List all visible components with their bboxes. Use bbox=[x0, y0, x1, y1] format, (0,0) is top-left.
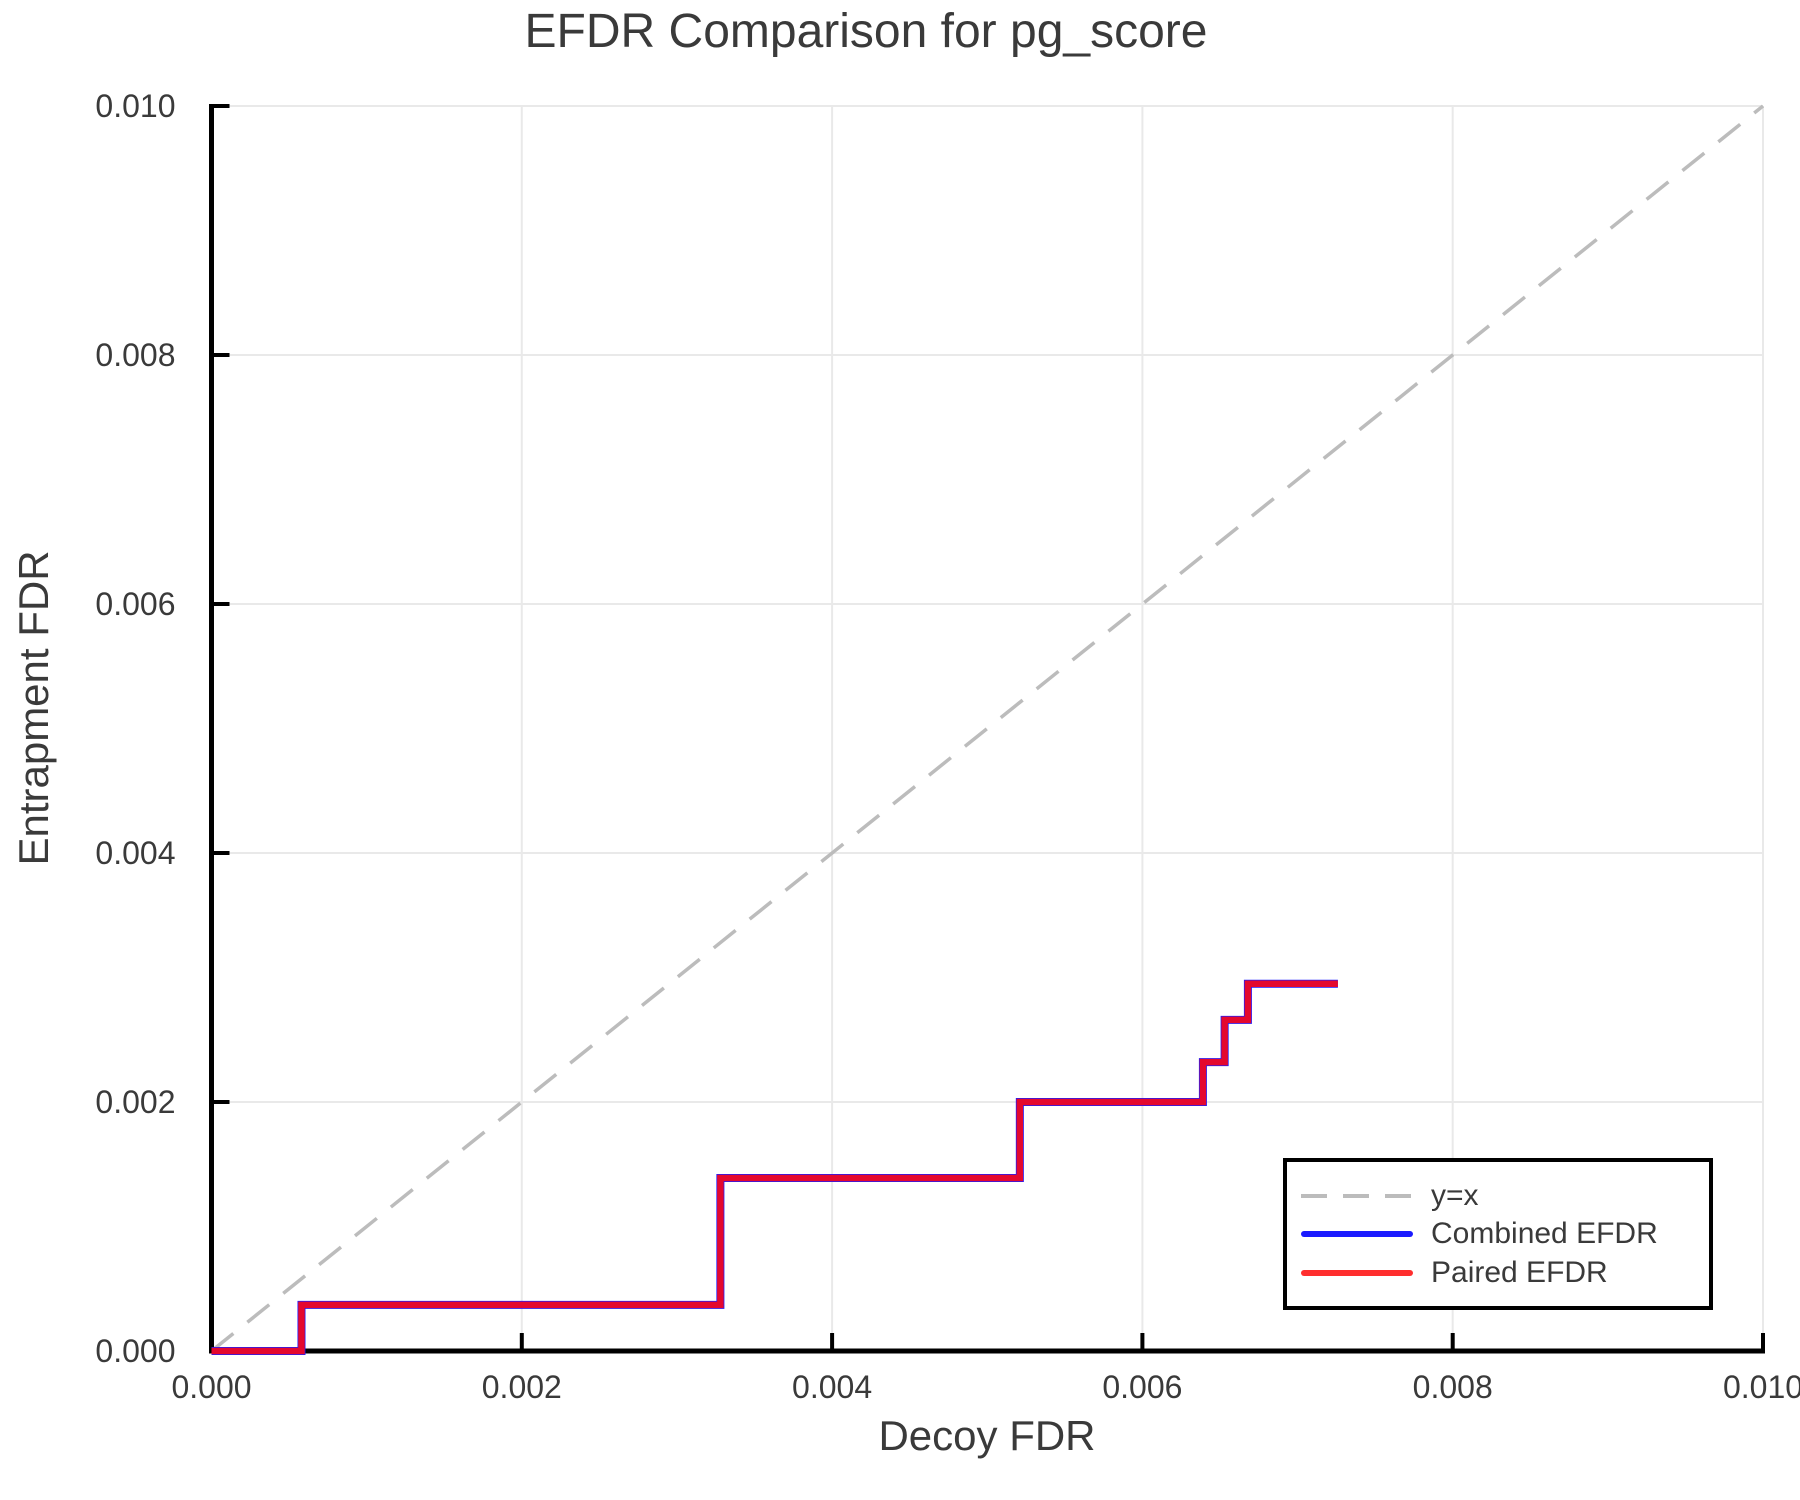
y-tick-label: 0.004 bbox=[95, 835, 175, 871]
legend-label-paired-efdr: Paired EFDR bbox=[1431, 1255, 1608, 1289]
y-tick-label: 0.002 bbox=[95, 1084, 175, 1120]
legend-label-y-equals-x: y=x bbox=[1431, 1178, 1479, 1212]
x-tick-label: 0.008 bbox=[1413, 1369, 1493, 1405]
y-tick-label: 0.000 bbox=[95, 1333, 175, 1369]
series-y-x bbox=[210, 104, 1765, 1353]
legend-solid-line-icon bbox=[1301, 1231, 1413, 1237]
legend-label-combined-efdr: Combined EFDR bbox=[1431, 1217, 1658, 1251]
y-tick-label: 0.008 bbox=[95, 337, 175, 373]
legend-item-y-equals-x: y=x bbox=[1301, 1180, 1695, 1212]
x-tick-label: 0.000 bbox=[171, 1369, 251, 1405]
y-tick-label: 0.006 bbox=[95, 586, 175, 622]
legend-item-combined-efdr: Combined EFDR bbox=[1301, 1218, 1695, 1250]
series-combined-efdr bbox=[211, 979, 1338, 1355]
legend-dashed-line-icon bbox=[1301, 1193, 1413, 1198]
y-tick-label: 0.010 bbox=[95, 88, 175, 124]
y-axis-label: Entrapment FDR bbox=[10, 550, 57, 866]
x-axis-label: Decoy FDR bbox=[878, 1412, 1096, 1459]
legend-item-paired-efdr: Paired EFDR bbox=[1301, 1257, 1695, 1289]
chart-title: EFDR Comparison for pg_score bbox=[524, 5, 1208, 58]
x-tick-label: 0.004 bbox=[792, 1369, 872, 1405]
x-tick-label: 0.002 bbox=[482, 1369, 562, 1405]
x-tick-label: 0.006 bbox=[1102, 1369, 1182, 1405]
series-paired-efdr bbox=[211, 980, 1338, 1355]
legend: y=x Combined EFDR Paired EFDR bbox=[1283, 1158, 1713, 1310]
legend-solid-line-icon bbox=[1301, 1269, 1413, 1276]
x-tick-label: 0.010 bbox=[1723, 1369, 1800, 1405]
